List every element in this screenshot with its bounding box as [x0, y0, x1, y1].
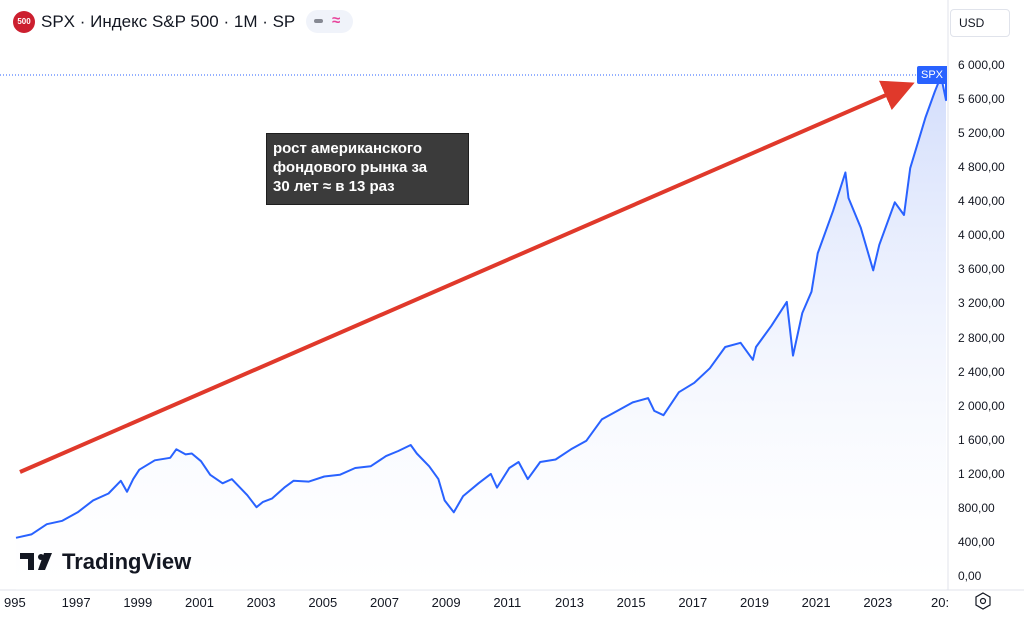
- x-tick-label: 995: [4, 595, 26, 610]
- x-tick-label: 1997: [61, 595, 91, 610]
- y-tick-label: 4 400,00: [958, 194, 1005, 209]
- y-tick-label: 4 000,00: [958, 228, 1005, 243]
- growth-arrow: [19, 80, 915, 474]
- x-tick-label: 2005: [308, 595, 338, 610]
- last-price-tag: SPX: [917, 66, 947, 84]
- x-tick-label: 2023: [863, 595, 893, 610]
- tradingview-brand[interactable]: TradingView: [62, 549, 192, 574]
- x-tick-label: 2021: [801, 595, 831, 610]
- minus-icon[interactable]: [314, 19, 323, 23]
- price-line: [15, 66, 947, 539]
- y-tick-label: 800,00: [958, 500, 995, 515]
- y-tick-label: 2 400,00: [958, 364, 1005, 379]
- y-tick-label: 3 200,00: [958, 296, 1005, 311]
- y-tick-label: 1 200,00: [958, 466, 1005, 481]
- y-tick-label: 0,00: [958, 569, 982, 583]
- y-tick-label: 5 600,00: [958, 92, 1005, 107]
- settings-icon[interactable]: [975, 592, 991, 610]
- currency-selector[interactable]: USD: [950, 9, 1010, 37]
- y-tick-label: 400,00: [958, 534, 995, 549]
- x-tick-label: 2019: [740, 595, 769, 610]
- x-tick-label: 2017: [678, 595, 708, 610]
- x-tick-label: 2015: [616, 595, 646, 610]
- x-tick-label: 20:: [931, 595, 950, 610]
- annotation-line-3: 30 лет ≈ в 13 раз: [273, 178, 395, 195]
- x-tick-label: 2007: [370, 595, 399, 610]
- price-area: [16, 66, 946, 590]
- y-tick-label: 6 000,00: [958, 58, 1005, 72]
- x-tick-label: 2003: [246, 595, 276, 610]
- x-tick-label: 2001: [185, 595, 214, 610]
- annotation-line-1: рост американского: [273, 140, 423, 157]
- annotation-box[interactable]: рост американского фондового рынка за 30…: [266, 133, 469, 205]
- x-tick-label: 2009: [431, 595, 461, 610]
- y-tick-label: 2 000,00: [958, 398, 1005, 413]
- y-tick-label: 1 600,00: [958, 432, 1005, 447]
- tradingview-logo-icon: [20, 553, 52, 570]
- sp500-logo[interactable]: 500: [13, 11, 35, 33]
- symbol-title[interactable]: SPX · Индекс S&P 500 · 1M · SP: [41, 12, 296, 31]
- approx-icon[interactable]: ≈: [332, 12, 341, 29]
- x-tick-label: 2011: [493, 595, 522, 610]
- x-tick-label: 1999: [123, 595, 153, 610]
- chart-toggle[interactable]: ≈: [306, 10, 353, 33]
- x-tick-label: 2013: [555, 595, 584, 610]
- chart-header: 500 SPX · Индекс S&P 500 · 1M · SP ≈: [0, 0, 948, 44]
- y-tick-label: 4 800,00: [958, 160, 1005, 175]
- annotation-line-2: фондового рынка за: [273, 159, 428, 176]
- y-tick-label: 5 200,00: [958, 126, 1005, 141]
- y-tick-label: 2 800,00: [958, 330, 1005, 345]
- y-tick-label: 3 600,00: [958, 262, 1005, 277]
